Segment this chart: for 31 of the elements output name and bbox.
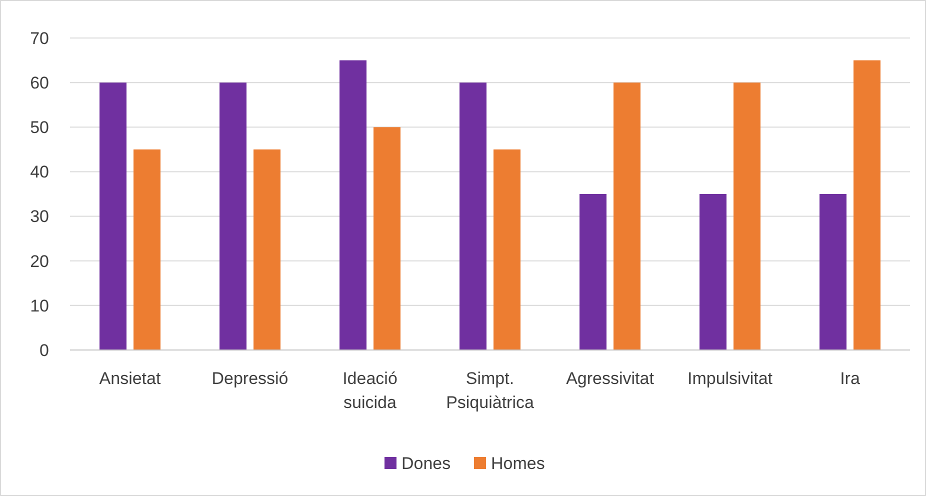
x-tick-label: Ira: [840, 369, 860, 388]
y-tick-label: 0: [40, 340, 49, 360]
x-tick-label: Impulsivitat: [687, 369, 773, 388]
y-tick-label: 10: [30, 296, 49, 316]
x-tick-label: Ansietat: [99, 369, 161, 388]
bar: [614, 82, 640, 350]
bar: [580, 194, 606, 350]
bar: [820, 194, 846, 350]
bar: [374, 127, 400, 350]
bar: [854, 60, 880, 350]
legend-label: Dones: [402, 454, 451, 473]
x-tick-label: Agressivitat: [566, 369, 654, 388]
bar: [100, 82, 126, 350]
legend-label: Homes: [491, 454, 545, 473]
x-tick-label: Depressió: [212, 369, 288, 388]
bar: [340, 60, 366, 350]
bar: [220, 82, 246, 350]
y-tick-label: 60: [30, 74, 49, 93]
bar: [494, 149, 520, 350]
y-tick-label: 40: [30, 162, 49, 182]
bar: [734, 82, 760, 350]
bar: [134, 149, 160, 350]
y-tick-label: 20: [30, 252, 49, 271]
x-tick-label: Simpt. Psiquiàtrica: [446, 369, 534, 412]
bar: [460, 82, 486, 350]
y-tick-label: 50: [30, 118, 49, 138]
bar: [254, 149, 280, 350]
y-tick-label: 30: [30, 207, 49, 226]
bar: [700, 194, 726, 350]
y-tick-label: 70: [30, 28, 49, 48]
x-tick-label: Ideació suicida: [342, 369, 398, 412]
